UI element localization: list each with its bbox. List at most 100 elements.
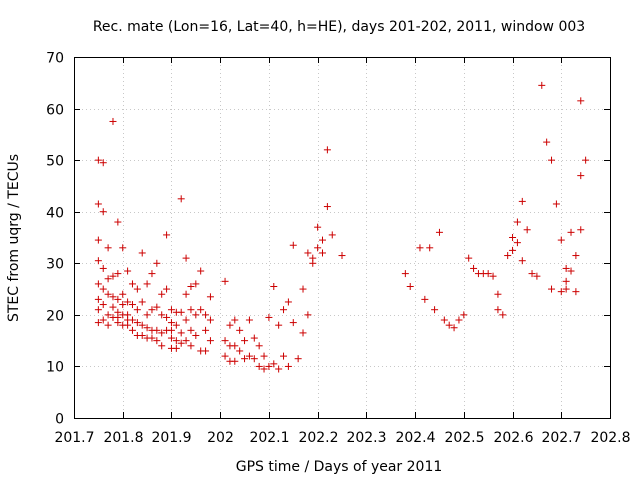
data-point — [192, 331, 200, 339]
data-point — [513, 239, 521, 247]
data-point — [172, 337, 180, 345]
data-point — [557, 236, 565, 244]
x-tick-label: 202.8 — [590, 430, 630, 446]
data-point — [114, 218, 122, 226]
data-point — [158, 329, 166, 337]
data-point — [455, 316, 463, 324]
data-point — [153, 259, 161, 267]
data-point — [167, 319, 175, 327]
data-point — [236, 347, 244, 355]
data-point — [245, 316, 253, 324]
tick-labels: 201.7 201.8 201.9 202 202.1 202.2 202.3 202.4 20… — [46, 51, 630, 447]
data-point — [221, 352, 229, 360]
data-point — [119, 244, 127, 252]
data-point — [153, 326, 161, 334]
data-point — [494, 290, 502, 298]
data-point — [284, 298, 292, 306]
data-point — [548, 156, 556, 164]
data-point — [226, 321, 234, 329]
data-point — [509, 246, 517, 254]
data-point — [294, 355, 302, 363]
data-point — [518, 197, 526, 205]
y-tick-label: 0 — [55, 412, 64, 428]
data-point — [109, 293, 117, 301]
data-point — [94, 257, 102, 265]
data-point — [314, 223, 322, 231]
data-point — [158, 311, 166, 319]
data-point — [124, 267, 132, 275]
data-point — [182, 316, 190, 324]
x-tick-label: 202.6 — [493, 430, 533, 446]
data-point — [99, 316, 107, 324]
data-point — [172, 344, 180, 352]
data-point — [104, 290, 112, 298]
data-point — [99, 264, 107, 272]
data-point — [289, 241, 297, 249]
x-tick-label: 202.3 — [346, 430, 386, 446]
data-point — [280, 352, 288, 360]
data-point — [533, 272, 541, 280]
data-point — [319, 236, 327, 244]
data-point — [494, 306, 502, 314]
data-point — [260, 352, 268, 360]
data-point — [94, 295, 102, 303]
data-point — [241, 355, 249, 363]
data-point — [163, 313, 171, 321]
data-point — [572, 252, 580, 260]
data-point — [509, 234, 517, 241]
data-point — [484, 270, 492, 278]
data-point — [143, 324, 151, 332]
data-point — [319, 249, 327, 257]
x-tick-label: 201.9 — [151, 430, 191, 446]
data-point — [114, 319, 122, 327]
data-point — [577, 226, 585, 234]
grid-lines — [74, 57, 610, 418]
data-point — [275, 365, 283, 373]
data-point — [148, 306, 156, 314]
data-point — [440, 316, 448, 324]
data-point — [504, 252, 512, 260]
data-point — [99, 301, 107, 309]
y-tick-label: 30 — [46, 257, 64, 273]
data-point — [128, 280, 136, 288]
data-point — [143, 311, 151, 319]
data-point — [158, 290, 166, 298]
data-point — [309, 254, 317, 262]
data-point — [94, 306, 102, 314]
data-point — [153, 337, 161, 345]
data-point — [275, 321, 283, 329]
data-point — [94, 319, 102, 327]
data-point — [182, 337, 190, 345]
data-point — [197, 267, 205, 275]
data-point — [206, 316, 214, 324]
data-point — [577, 97, 585, 105]
data-point — [567, 228, 575, 236]
data-point — [567, 267, 575, 275]
data-point — [562, 277, 570, 285]
data-point — [431, 306, 439, 314]
data-point — [250, 355, 258, 363]
y-tick-label: 70 — [46, 51, 64, 67]
data-point — [138, 298, 146, 306]
data-point — [187, 326, 195, 334]
data-point — [528, 270, 536, 278]
x-tick-label: 202.1 — [249, 430, 289, 446]
data-point — [299, 285, 307, 293]
data-point — [304, 311, 312, 319]
data-point — [543, 138, 551, 146]
data-point — [163, 231, 171, 239]
data-point — [401, 270, 409, 278]
data-point — [270, 282, 278, 290]
data-point — [138, 321, 146, 329]
data-point — [99, 208, 107, 216]
data-point — [299, 329, 307, 337]
data-point — [445, 321, 453, 329]
data-point — [182, 254, 190, 262]
data-point — [187, 342, 195, 350]
data-point — [153, 303, 161, 311]
data-point — [231, 342, 239, 350]
data-point — [109, 117, 117, 125]
plot-frame — [74, 57, 611, 419]
data-point — [138, 249, 146, 257]
